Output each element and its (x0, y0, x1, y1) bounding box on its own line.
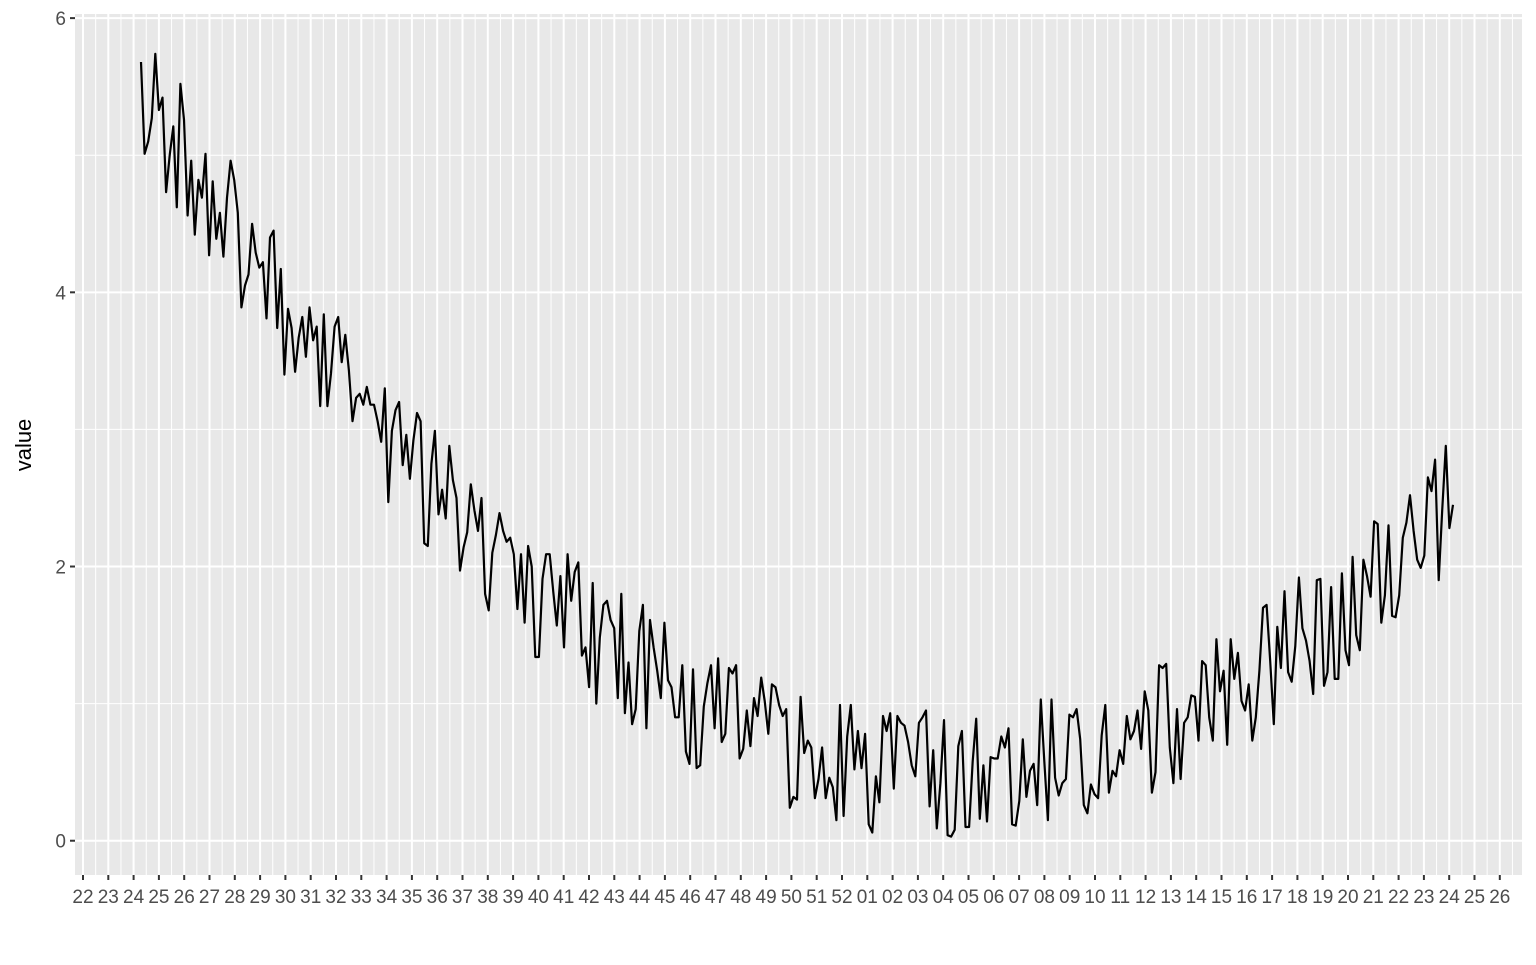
x-tick-label: 20 (1337, 887, 1358, 908)
x-tick-label: 40 (528, 887, 549, 908)
x-tick-label: 09 (1059, 887, 1080, 908)
x-tick-label: 22 (72, 887, 93, 908)
x-tick-label: 01 (857, 887, 878, 908)
x-tick-label: 23 (1413, 887, 1434, 908)
y-axis-label: value (11, 419, 36, 472)
x-tick-label: 37 (452, 887, 473, 908)
x-tick-label: 15 (1211, 887, 1232, 908)
y-tick-label: 2 (55, 558, 66, 579)
x-tick-label: 31 (300, 887, 321, 908)
x-tick-label: 29 (250, 887, 271, 908)
x-tick-label: 50 (781, 887, 802, 908)
x-tick-label: 45 (654, 887, 675, 908)
x-tick-label: 42 (578, 887, 599, 908)
x-tick-label: 14 (1186, 887, 1208, 908)
x-tick-label: 46 (680, 887, 701, 908)
x-tick-label: 26 (1489, 887, 1510, 908)
x-tick-label: 10 (1084, 887, 1105, 908)
x-tick-label: 23 (98, 887, 119, 908)
x-tick-label: 03 (907, 887, 928, 908)
x-axis: 22 23 24 25 26 27 28 29 30 31 32 33 34 35 36 37 38 39 40 41… (72, 875, 1510, 908)
x-tick-label: 02 (882, 887, 903, 908)
x-tick-label: 52 (831, 887, 852, 908)
x-tick-label: 48 (730, 887, 751, 908)
x-tick-label: 06 (983, 887, 1004, 908)
x-tick-label: 21 (1363, 887, 1384, 908)
y-tick-label: 0 (55, 832, 66, 853)
gridlines (75, 14, 1522, 875)
y-axis: 0 2 4 6 (55, 9, 75, 853)
x-tick-label: 05 (958, 887, 979, 908)
x-tick-label: 12 (1135, 887, 1156, 908)
x-tick-label: 13 (1160, 887, 1181, 908)
x-tick-label: 30 (275, 887, 296, 908)
x-tick-label: 28 (224, 887, 245, 908)
x-tick-label: 32 (325, 887, 346, 908)
x-tick-label: 25 (148, 887, 169, 908)
x-tick-label: 16 (1236, 887, 1257, 908)
x-tick-label: 07 (1009, 887, 1030, 908)
series-line (139, 52, 1455, 838)
x-tick-label: 33 (351, 887, 372, 908)
x-tick-label: 43 (604, 887, 625, 908)
x-tick-label: 38 (477, 887, 498, 908)
x-tick-label: 35 (401, 887, 422, 908)
x-tick-label: 24 (123, 887, 145, 908)
y-tick-label: 4 (55, 283, 66, 304)
x-tick-label: 44 (629, 887, 651, 908)
x-tick-label: 11 (1110, 887, 1130, 908)
x-tick-label: 34 (376, 887, 398, 908)
x-tick-label: 04 (933, 887, 955, 908)
y-tick-label: 6 (55, 9, 66, 30)
x-tick-label: 25 (1464, 887, 1485, 908)
x-tick-label: 24 (1439, 887, 1461, 908)
x-tick-label: 08 (1034, 887, 1055, 908)
x-tick-label: 27 (199, 887, 220, 908)
x-tick-label: 51 (806, 887, 827, 908)
x-tick-label: 26 (174, 887, 195, 908)
x-tick-label: 36 (427, 887, 448, 908)
x-tick-label: 39 (503, 887, 524, 908)
x-tick-label: 19 (1312, 887, 1333, 908)
x-tick-label: 22 (1388, 887, 1409, 908)
x-tick-label: 17 (1262, 887, 1283, 908)
x-tick-label: 18 (1287, 887, 1308, 908)
x-tick-label: 49 (756, 887, 777, 908)
x-tick-label: 41 (553, 887, 574, 908)
x-tick-label: 47 (705, 887, 726, 908)
